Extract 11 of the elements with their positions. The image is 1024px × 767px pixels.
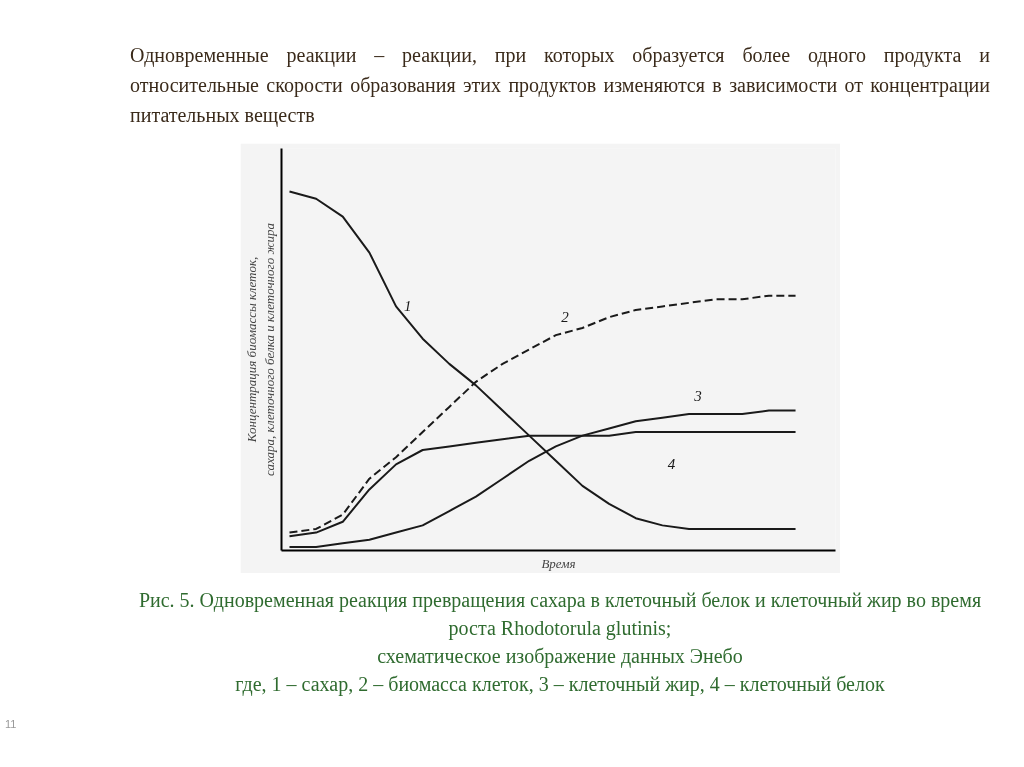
text: схематическое изображение данных Энебо: [376, 644, 744, 670]
x-axis-title: Время: [541, 555, 576, 571]
text: 11: [5, 717, 17, 732]
series-label: 1: [404, 298, 412, 315]
series-label: 2: [561, 309, 570, 326]
text: где, 1 – сахар, 2 – биомасса клеток, 3 – клеточный жир, 4 – клеточный белок: [234, 672, 886, 698]
series-label: 3: [693, 388, 702, 405]
text: Рис. 5. Одновременная реакция превращения сахара в клеточный белок и клеточный жир во время роста Rhodotorula glutinis;: [137, 588, 983, 642]
y-axis-title: Концентрация биомассы клеток, сахара, клеточного белка и клеточного жира: [243, 222, 277, 476]
series-label: 4: [667, 456, 676, 473]
chart-title: Одновременные реакции – реакции, при которых образуется более одного продукта и относительные скорости образования этих продуктов изменяются в зависимости от концентрации питательных веществ: [130, 43, 990, 129]
